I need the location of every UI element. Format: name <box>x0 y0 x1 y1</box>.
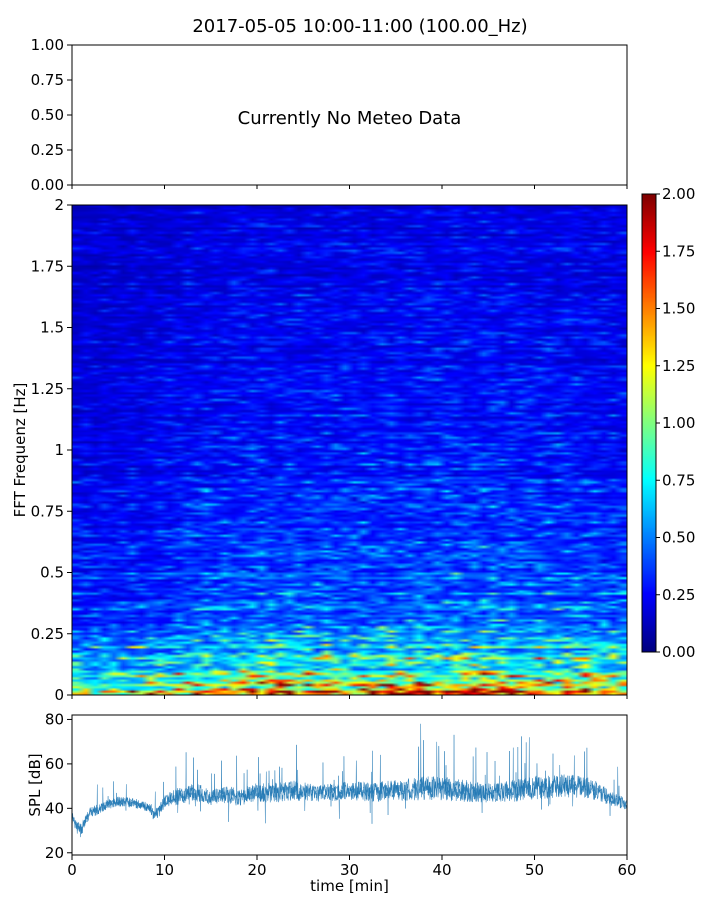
spl-xtick-label: 30 <box>340 861 359 879</box>
spectrogram-image <box>72 205 627 695</box>
colorbar-tick-label: 1.25 <box>662 357 695 375</box>
spectrogram-ytick-label: 1.75 <box>31 257 64 275</box>
spectrogram-ytick-label: 2 <box>54 196 64 214</box>
spl-ylabel: SPL [dB] <box>26 753 44 816</box>
colorbar-gradient <box>642 194 656 652</box>
meteo-ytick-label: 1.00 <box>31 36 64 54</box>
spectrogram-ytick-label: 0.5 <box>40 564 64 582</box>
meteo-ytick-label: 0.50 <box>31 106 64 124</box>
spectrogram-ytick-label: 0 <box>54 686 64 704</box>
colorbar-tick-label: 1.50 <box>662 300 695 318</box>
figure-title: 2017-05-05 10:00-11:00 (100.00_Hz) <box>192 16 527 37</box>
meteo-panel: 0.00 0.25 0.50 0.75 1.00 Currently No Meteo … <box>31 36 628 194</box>
colorbar-tick-label: 0.25 <box>662 586 695 604</box>
colorbar-tick-label: 1.75 <box>662 242 695 260</box>
spectrogram-ytick-label: 1.5 <box>40 319 64 337</box>
meteo-ytick-label: 0.75 <box>31 71 64 89</box>
spectrogram-ylabel: FFT Frequenz [Hz] <box>11 383 29 518</box>
colorbar-ticks: 0.00 0.25 0.50 0.75 1.00 1.25 1.50 1.75 2.00 <box>656 185 695 661</box>
colorbar-tick-label: 1.00 <box>662 414 695 432</box>
spl-ytick-label: 40 <box>45 799 64 817</box>
meteo-ytick-label: 0.25 <box>31 141 64 159</box>
spl-xtick-label: 50 <box>525 861 544 879</box>
spectrogram-ytick-label: 1.25 <box>31 380 64 398</box>
spectrogram-panel: 0 0.25 0.5 0.75 1 1.25 1.5 1.75 2 FFT Frequenz [… <box>11 196 628 704</box>
spectrogram-ticks: 0 0.25 0.5 0.75 1 1.25 1.5 1.75 2 <box>31 196 628 704</box>
spl-xtick-label: 0 <box>67 861 77 879</box>
spl-panel: 20 40 60 80 0 10 20 30 40 50 60 SPL [dB] time [min… <box>26 710 637 895</box>
spl-series <box>72 723 627 838</box>
spl-xtick-label: 20 <box>247 861 266 879</box>
colorbar-tick-label: 2.00 <box>662 185 695 203</box>
spl-ytick-label: 60 <box>45 755 64 773</box>
spectrogram-ytick-label: 1 <box>54 441 64 459</box>
meteo-ticks: 0.00 0.25 0.50 0.75 1.00 <box>31 36 628 194</box>
meteo-annotation: Currently No Meteo Data <box>238 108 462 129</box>
colorbar-tick-label: 0.75 <box>662 471 695 489</box>
colorbar: 0.00 0.25 0.50 0.75 1.00 1.25 1.50 1.75 2.00 <box>641 185 695 661</box>
spl-series-trace <box>72 723 627 834</box>
meteo-axes-frame <box>71 44 628 186</box>
colorbar-tick-label: 0.00 <box>662 643 695 661</box>
spectrogram-ytick-label: 0.25 <box>31 625 64 643</box>
spl-ytick-label: 20 <box>45 844 64 862</box>
spl-xlabel: time [min] <box>310 877 389 895</box>
spl-xtick-label: 40 <box>432 861 451 879</box>
meteo-ytick-label: 0.00 <box>31 176 64 194</box>
spl-xtick-label: 60 <box>617 861 636 879</box>
colorbar-tick-label: 0.50 <box>662 529 695 547</box>
spl-ticks: 20 40 60 80 0 10 20 30 40 50 60 <box>45 710 637 879</box>
spl-ytick-label: 80 <box>45 710 64 728</box>
spl-xtick-label: 10 <box>155 861 174 879</box>
spectrogram-ytick-label: 0.75 <box>31 502 64 520</box>
